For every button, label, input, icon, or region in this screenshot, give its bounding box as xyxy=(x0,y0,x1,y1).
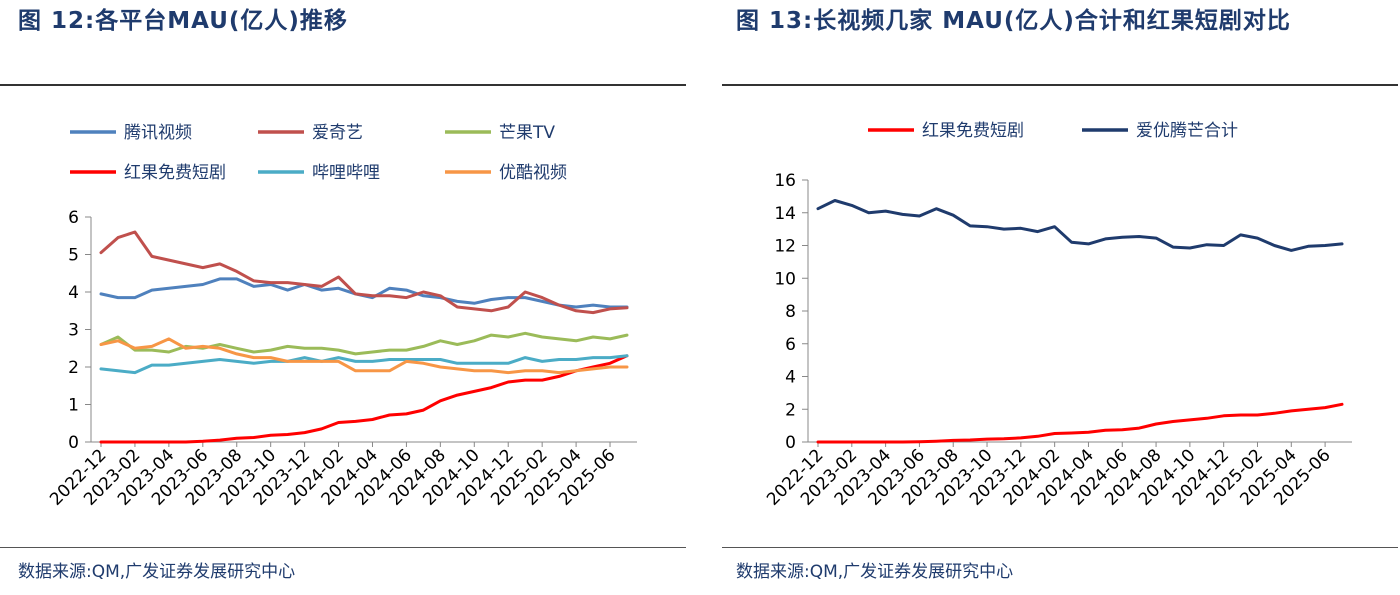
left-panel: 图 12:各平台MAU(亿人)推移 腾讯视频 爱奇艺 芒果TV 红果免费短剧 哔哩哔哩 优… xyxy=(0,0,690,595)
series-line-红果免费短剧 xyxy=(816,402,1344,444)
series-line-爱优腾芒合计 xyxy=(816,199,1344,252)
y-tick-label: 12 xyxy=(774,237,796,257)
legend-label-腾讯视频: 腾讯视频 xyxy=(124,123,192,143)
y-tick-label: 2 xyxy=(68,358,79,378)
source-divider xyxy=(0,547,686,548)
legend-label-红果免费短剧: 红果免费短剧 xyxy=(922,121,1024,141)
y-tick-label: 6 xyxy=(68,208,79,228)
right-panel: 图 13:长视频几家 MAU(亿人)合计和红果短剧对比 红果免费短剧 爱优腾芒合计… xyxy=(722,0,1400,595)
source-note: 数据来源:QM,广发证券发展研究中心 xyxy=(18,562,296,582)
y-tick-label: 5 xyxy=(68,246,79,266)
y-tick-label: 8 xyxy=(785,302,796,322)
series-line-腾讯视频 xyxy=(99,277,629,309)
y-tick-label: 0 xyxy=(785,433,796,453)
figure-12-title: 图 12:各平台MAU(亿人)推移 xyxy=(18,8,348,34)
y-tick-label: 10 xyxy=(774,269,796,289)
figure-13-title: 图 13:长视频几家 MAU(亿人)合计和红果短剧对比 xyxy=(736,8,1291,34)
legend-label-红果免费短剧: 红果免费短剧 xyxy=(124,163,226,183)
long-video-vs-hongguo-chart: 红果免费短剧 爱优腾芒合计02468101214162022-122023-022… xyxy=(763,121,1352,510)
y-tick-label: 4 xyxy=(68,283,79,303)
y-tick-label: 0 xyxy=(68,433,79,453)
y-tick-label: 16 xyxy=(774,171,796,191)
legend-label-爱优腾芒合计: 爱优腾芒合计 xyxy=(1136,121,1238,141)
y-tick-label: 14 xyxy=(774,204,796,224)
series-line-爱奇艺 xyxy=(99,230,629,315)
legend-label-优酷视频: 优酷视频 xyxy=(499,163,567,183)
y-tick-label: 2 xyxy=(785,400,796,420)
source-divider xyxy=(722,547,1398,548)
series-line-红果免费短剧 xyxy=(99,354,629,444)
series-line-哔哩哔哩 xyxy=(99,354,629,375)
title-divider xyxy=(0,84,686,86)
legend-label-爱奇艺: 爱奇艺 xyxy=(312,123,363,143)
y-tick-label: 4 xyxy=(785,368,796,388)
y-tick-label: 6 xyxy=(785,335,796,355)
series-line-优酷视频 xyxy=(99,337,629,375)
legend-label-芒果TV: 芒果TV xyxy=(499,123,555,143)
title-divider xyxy=(722,84,1398,86)
legend-label-哔哩哔哩: 哔哩哔哩 xyxy=(312,163,380,183)
source-note: 数据来源:QM,广发证券发展研究中心 xyxy=(736,562,1014,582)
y-tick-label: 3 xyxy=(68,321,79,341)
y-tick-label: 1 xyxy=(68,396,79,416)
